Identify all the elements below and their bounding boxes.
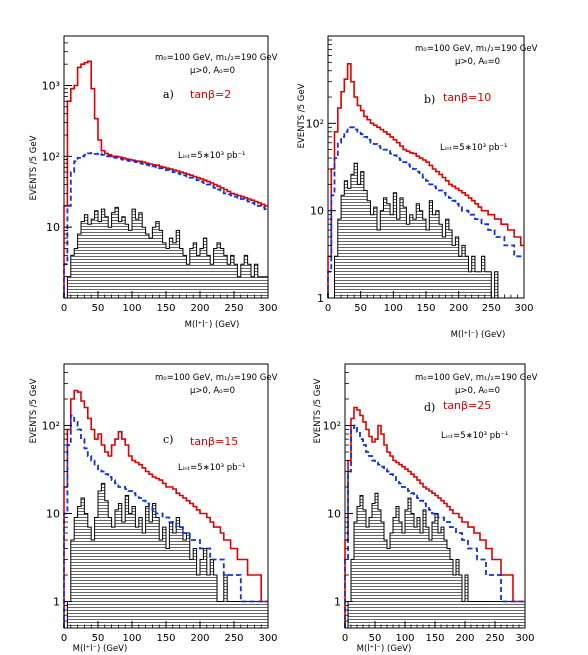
panel-b-tanbeta: tanβ=10 [443,91,491,104]
panel-b-label: b) [424,93,435,106]
panel-c: 0 50 100 150 200 250 300 1 10 10² m₀=100 GeV, m₁/… [29,363,278,654]
panel-d-series-hatched [345,492,526,629]
panel-d: 0 50 100 150 200 250 300 1 10 10² m₀=100 GeV, m₁/… [313,363,538,654]
panel-c-params-line2: μ>0, A₀=0 [190,386,235,396]
panel-b-luminosity: Lᵢₙₜ=5∗10³ pb⁻¹ [440,143,507,153]
panel-d-series-solid [344,406,525,628]
panel-c-xlabel: M(l⁺l⁻) (GeV) [73,644,128,654]
panel-d-x-tick-label: 100 [395,633,414,644]
panel-a-y-tick-label: 10 [46,221,60,234]
panel-a-x-tick-label: 200 [190,303,209,314]
panel-a-x-tick-label: 300 [258,303,277,314]
panel-a-label: a) [163,88,174,101]
panel-d-y-tick-label: 10² [323,420,341,433]
panel-c-x-tick-label: 150 [156,633,175,644]
panel-a-series-dashed [63,152,268,298]
panel-d-series-dashed [344,424,525,628]
panel-c-series-dashed [63,414,268,628]
panel-c-x-tick-label: 200 [190,633,209,644]
panel-a-series-hatched [64,206,269,299]
panel-b-y-tick-label: 10² [306,117,324,130]
panel-b-params-line1: m₀=100 GeV, m₁/₂=190 GeV [415,44,538,54]
panel-d-ylabel: EVENTS /5 GeV [313,378,323,443]
panel-b-series-solid [327,63,524,298]
panel-a-x-tick-label: 250 [224,303,243,314]
panel-a: 0 50 100 150 200 250 300 10 10² 10³ m₀=100 GeV, m… [29,35,278,330]
panel-c-params-line1: m₀=100 GeV, m₁/₂=190 GeV [155,373,278,383]
panel-a-x-tick-label: 100 [122,303,141,314]
panel-d-tanbeta: tanβ=25 [443,399,491,412]
panel-d-x-tick-label: 0 [342,633,348,644]
panel-d-x-tick-label: 250 [485,633,504,644]
panel-a-params-line2: μ>0, A₀=0 [190,66,235,76]
panel-b-x-tick-label: 150 [416,303,435,314]
panel-b-series-hatched [328,162,524,299]
panel-a-x-tick-label: 50 [92,303,105,314]
panel-d-xlabel: M(l⁺l⁻) (GeV) [357,644,412,654]
panel-c-label: c) [163,433,173,446]
panel-d-y-tick-label: 1 [334,596,341,609]
panel-c-x-tick-label: 100 [122,633,141,644]
panel-b-x-tick-label: 300 [514,303,533,314]
panel-b-series-dashed [327,126,524,298]
panel-b-x-tick-label: 50 [354,303,367,314]
panel-d-plot: 0 50 100 150 200 250 300 1 10 10² [323,372,535,644]
panel-d-params-line2: μ>0, A₀=0 [455,386,500,396]
panel-b-x-tick-label: 200 [449,303,468,314]
panel-c-series-solid [63,389,268,628]
panel-b: 0 50 100 150 200 250 300 1 10 10² m₀=100 GeV, m₁/… [297,35,538,340]
panel-c-plot: 0 50 100 150 200 250 300 1 10 10² [42,372,278,644]
panel-c-luminosity: Lᵢₙₜ=5∗10³ pb⁻¹ [178,463,245,473]
panel-c-y-tick-label: 10² [42,420,60,433]
panel-a-ylabel: EVENTS /5 GeV [29,135,39,200]
panel-d-x-tick-label: 150 [425,633,444,644]
panel-d-y-tick-label: 10 [327,508,341,521]
panel-c-x-tick-label: 300 [258,633,277,644]
panel-d-x-tick-label: 200 [455,633,474,644]
panel-d-luminosity: Lᵢₙₜ=5∗10³ pb⁻¹ [441,431,508,441]
panel-a-y-tick-label: 10³ [42,80,60,93]
panel-b-xlabel: M(l⁺l⁻) (GeV) [451,330,506,340]
panel-b-x-tick-label: 0 [325,303,331,314]
panel-b-ylabel: EVENTS /5 GeV [297,83,307,148]
panel-a-luminosity: Lᵢₙₜ=5∗10³ pb⁻¹ [178,151,245,161]
panel-c-ylabel: EVENTS /5 GeV [29,378,39,443]
panel-d-label: d) [424,401,435,414]
panel-a-params-line1: m₀=100 GeV, m₁/₂=190 GeV [155,53,278,63]
panel-b-x-tick-label: 100 [384,303,403,314]
panel-a-x-tick-label: 0 [61,303,67,314]
panel-c-y-tick-label: 10 [46,508,60,521]
panel-d-x-tick-label: 300 [515,633,534,644]
panel-a-y-tick-label: 10² [42,150,60,163]
panel-a-plot: 0 50 100 150 200 250 300 10 10² 10³ [42,42,278,314]
panel-b-plot: 0 50 100 150 200 250 300 1 10 10² [306,39,534,314]
panel-a-x-tick-label: 150 [156,303,175,314]
panel-b-y-tick-label: 10 [310,205,324,218]
panel-c-x-tick-label: 0 [61,633,67,644]
panel-a-series-solid [63,60,268,298]
panel-b-x-tick-label: 250 [482,303,501,314]
panel-a-xlabel: M(l⁺l⁻) (GeV) [185,320,240,330]
panel-b-y-tick-label: 1 [317,292,324,305]
panel-c-x-tick-label: 250 [224,633,243,644]
panel-c-y-tick-label: 1 [53,596,60,609]
panel-b-params-line2: μ>0, A₀=0 [455,57,500,67]
panel-c-tanbeta: tanβ=15 [190,435,238,448]
panel-a-tanbeta: tanβ=2 [190,88,231,101]
panel-c-x-tick-label: 50 [92,633,105,644]
panel-c-series-hatched [64,482,269,629]
panel-d-params-line1: m₀=100 GeV, m₁/₂=190 GeV [415,373,538,383]
panel-d-x-tick-label: 50 [369,633,382,644]
